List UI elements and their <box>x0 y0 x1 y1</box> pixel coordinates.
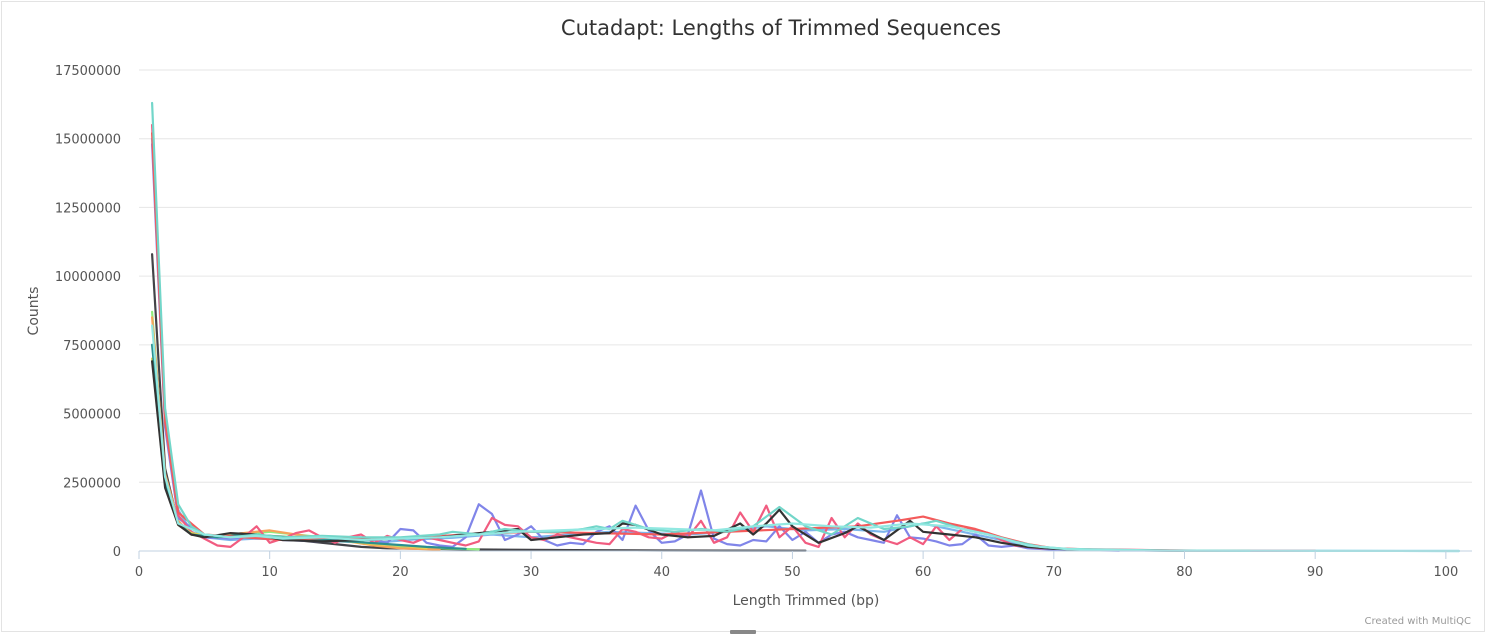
multiqc-credit[interactable]: Created with MultiQC <box>1365 616 1471 627</box>
x-axis-label: Length Trimmed (bp) <box>733 593 880 609</box>
x-tick-label: 10 <box>261 565 278 580</box>
y-tick-label: 5000000 <box>63 408 121 423</box>
series-line-sample_03[interactable] <box>151 310 480 551</box>
y-tick-label: 0 <box>113 545 121 560</box>
x-tick-label: 70 <box>1046 565 1063 580</box>
series-line-sample_11[interactable] <box>151 101 1251 552</box>
series-line-sample_10[interactable] <box>151 360 1186 552</box>
x-tick-label: 90 <box>1307 565 1324 580</box>
axes: 0 2500000 5000000 7500000 10000000 12500000 15… <box>55 64 1472 580</box>
y-tick-label: 2500000 <box>63 476 121 491</box>
x-tick-label: 20 <box>392 565 409 580</box>
series-line-sample_07[interactable] <box>151 357 428 550</box>
x-tick-label: 30 <box>523 565 540 580</box>
series-line-sample_06[interactable] <box>151 123 1317 552</box>
series-line-sample_09[interactable] <box>151 132 1251 552</box>
y-tick-label: 10000000 <box>55 270 121 285</box>
x-tick-label: 40 <box>653 565 670 580</box>
y-tick-label: 12500000 <box>55 201 121 216</box>
chart-title: Cutadapt: Lengths of Trimmed Sequences <box>561 16 1001 40</box>
series-line-sample_05[interactable] <box>151 143 1121 552</box>
series-lines <box>151 101 1460 553</box>
x-tick-label: 0 <box>135 565 143 580</box>
y-tick-label: 17500000 <box>55 64 121 79</box>
x-tick-label: 80 <box>1176 565 1193 580</box>
series-line-sample_08[interactable] <box>151 343 467 550</box>
y-axis-label: Counts <box>26 287 42 336</box>
x-tick-label: 100 <box>1433 565 1458 580</box>
series-line-sample_04[interactable] <box>151 316 441 551</box>
y-tick-label: 7500000 <box>63 339 121 354</box>
series-line-sample_12[interactable] <box>151 324 1460 553</box>
x-tick-label: 50 <box>784 565 801 580</box>
grid-lines <box>139 69 1472 483</box>
x-tick-label: 60 <box>915 565 932 580</box>
resize-handle[interactable] <box>730 630 756 634</box>
y-tick-label: 15000000 <box>55 133 121 148</box>
